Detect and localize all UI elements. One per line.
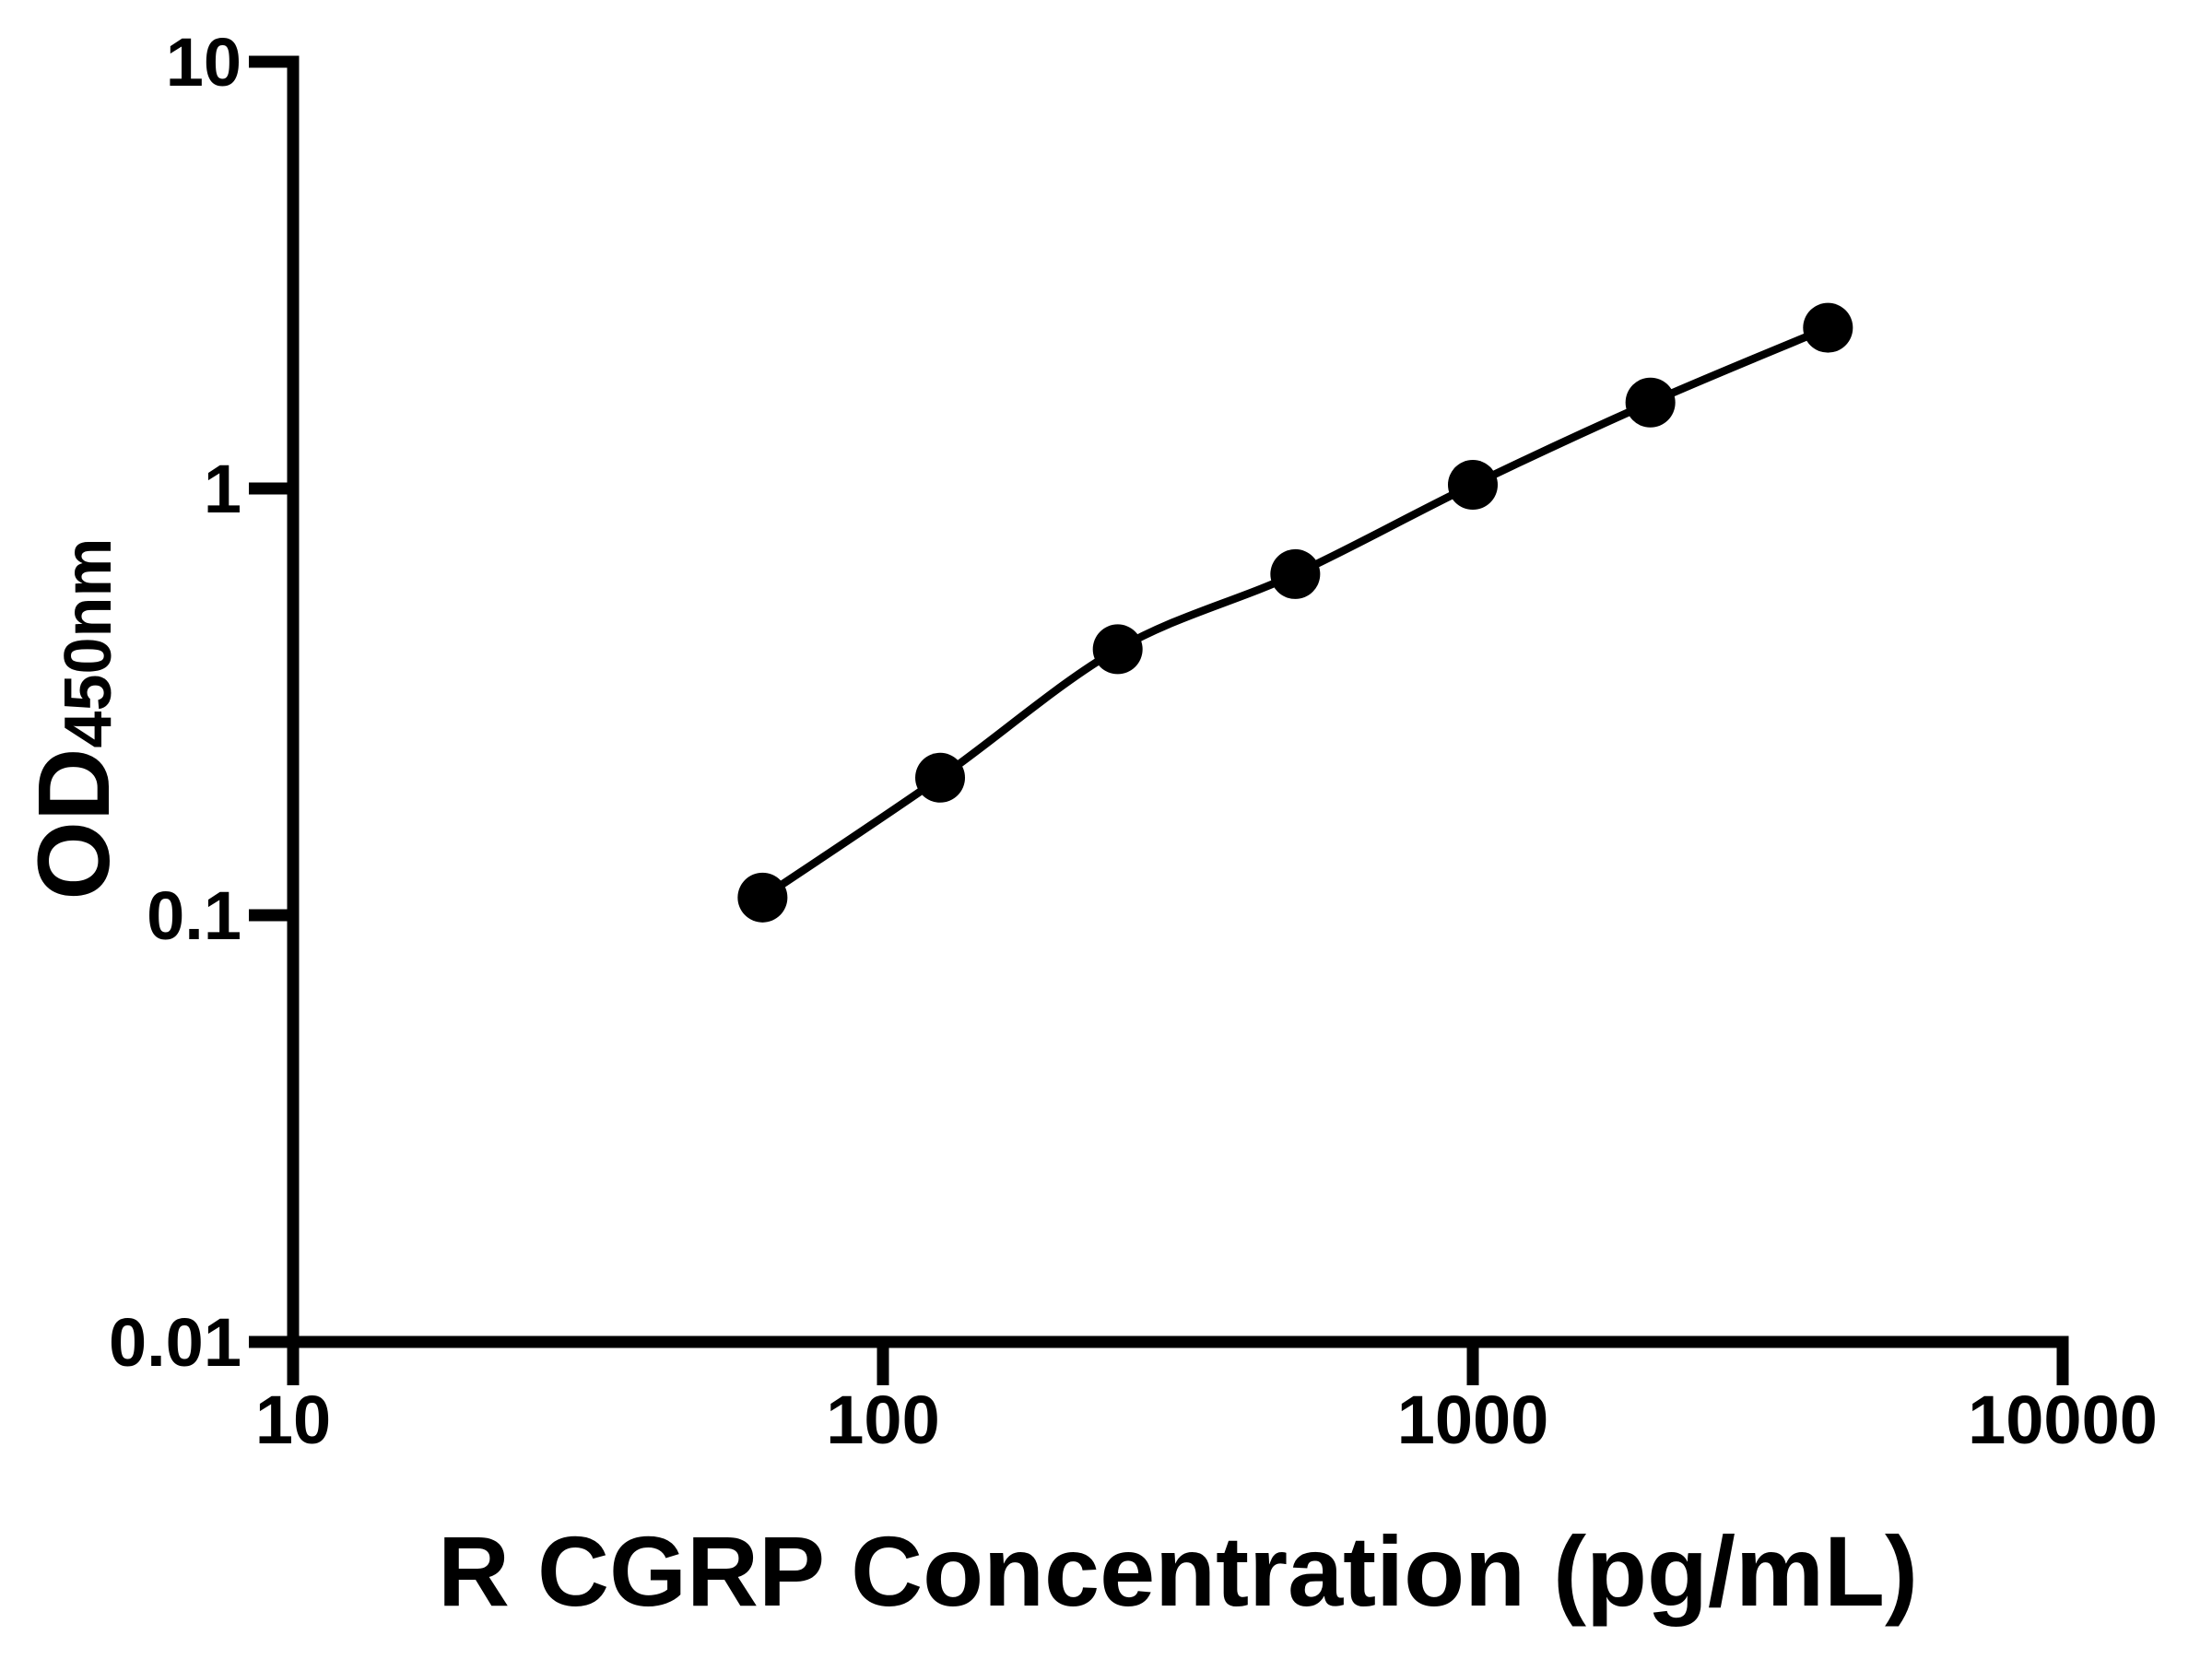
y-axis-title-main: OD [18, 748, 131, 900]
curve-and-points [737, 302, 1853, 923]
y-axis-title-subscript: 450nm [52, 537, 125, 747]
data-point [1803, 302, 1853, 353]
x-tick-label: 100 [826, 1382, 939, 1458]
data-point [1625, 377, 1676, 428]
data-point [915, 752, 966, 803]
y-tick-label: 0.1 [147, 877, 241, 954]
x-tick-label: 10000 [1968, 1382, 2158, 1458]
x-tick-label: 1000 [1397, 1382, 1549, 1458]
data-point [1448, 460, 1498, 511]
y-tick-label: 1 [204, 451, 241, 527]
x-tick-label: 10 [255, 1382, 331, 1458]
data-point [1270, 548, 1321, 599]
data-point [737, 872, 788, 923]
x-axis-title: R CGRP Concentration (pg/mL) [438, 1515, 1918, 1627]
y-axis-title: OD450nm [18, 537, 131, 900]
data-point [1092, 624, 1143, 675]
y-tick-label: 10 [166, 24, 241, 100]
y-tick-label: 0.01 [109, 1304, 241, 1381]
